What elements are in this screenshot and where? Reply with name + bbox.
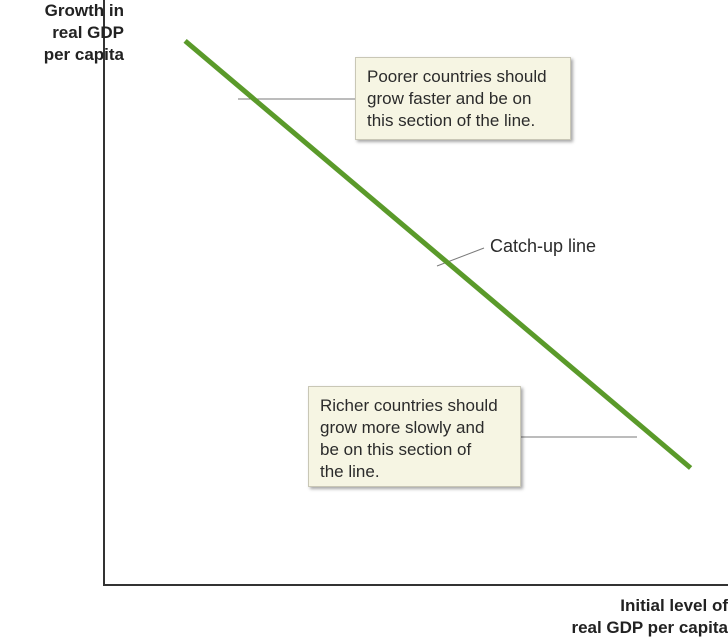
catch-up-line — [183, 38, 693, 470]
x-axis-label-line: Initial level of — [620, 596, 728, 615]
callout-text-line: Poorer countries should — [367, 67, 547, 86]
y-axis-label-line: per capita — [43, 45, 124, 64]
y-axis-label-line: Growth in — [44, 1, 124, 20]
callout-text-line: be on this section of — [320, 440, 472, 459]
callout-text-line: grow faster and be on — [367, 89, 532, 108]
callout-text-line: Richer countries should — [320, 396, 498, 415]
richer-countries-callout: Richer countries should grow more slowly… — [308, 386, 521, 487]
y-axis-label: Growth in real GDP per capita — [0, 0, 124, 66]
catch-up-line-label: Catch-up line — [490, 236, 597, 256]
callout-text-line: grow more slowly and — [320, 418, 485, 437]
x-axis-label: Initial level of real GDP per capita — [478, 595, 728, 639]
callout-text-line: this section of the line. — [367, 111, 536, 130]
callout-text-line: the line. — [320, 462, 380, 481]
x-axis-label-line: real GDP per capita — [571, 618, 728, 637]
y-axis-label-line: real GDP — [52, 23, 124, 42]
poorer-countries-callout: Poorer countries should grow faster and … — [355, 57, 571, 140]
